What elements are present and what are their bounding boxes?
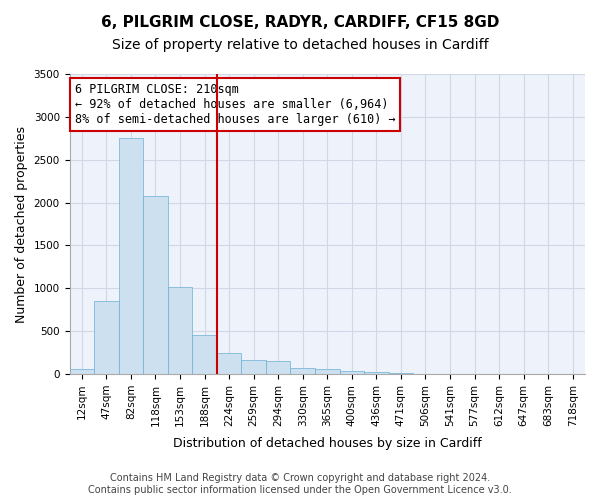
- Bar: [266, 361, 290, 374]
- Text: Contains HM Land Registry data © Crown copyright and database right 2024.
Contai: Contains HM Land Registry data © Crown c…: [88, 474, 512, 495]
- Text: Size of property relative to detached houses in Cardiff: Size of property relative to detached ho…: [112, 38, 488, 52]
- Text: 6 PILGRIM CLOSE: 210sqm
← 92% of detached houses are smaller (6,964)
8% of semi-: 6 PILGRIM CLOSE: 210sqm ← 92% of detache…: [74, 83, 395, 126]
- Bar: [241, 360, 266, 374]
- Bar: [168, 288, 192, 374]
- Text: 6, PILGRIM CLOSE, RADYR, CARDIFF, CF15 8GD: 6, PILGRIM CLOSE, RADYR, CARDIFF, CF15 8…: [101, 15, 499, 30]
- Bar: [315, 370, 340, 374]
- Bar: [94, 301, 119, 374]
- Bar: [192, 334, 217, 374]
- Bar: [143, 196, 168, 374]
- Bar: [70, 369, 94, 374]
- Bar: [217, 354, 241, 374]
- Bar: [290, 368, 315, 374]
- X-axis label: Distribution of detached houses by size in Cardiff: Distribution of detached houses by size …: [173, 437, 482, 450]
- Bar: [389, 373, 413, 374]
- Y-axis label: Number of detached properties: Number of detached properties: [15, 126, 28, 322]
- Bar: [119, 138, 143, 374]
- Bar: [340, 372, 364, 374]
- Bar: [364, 372, 389, 374]
